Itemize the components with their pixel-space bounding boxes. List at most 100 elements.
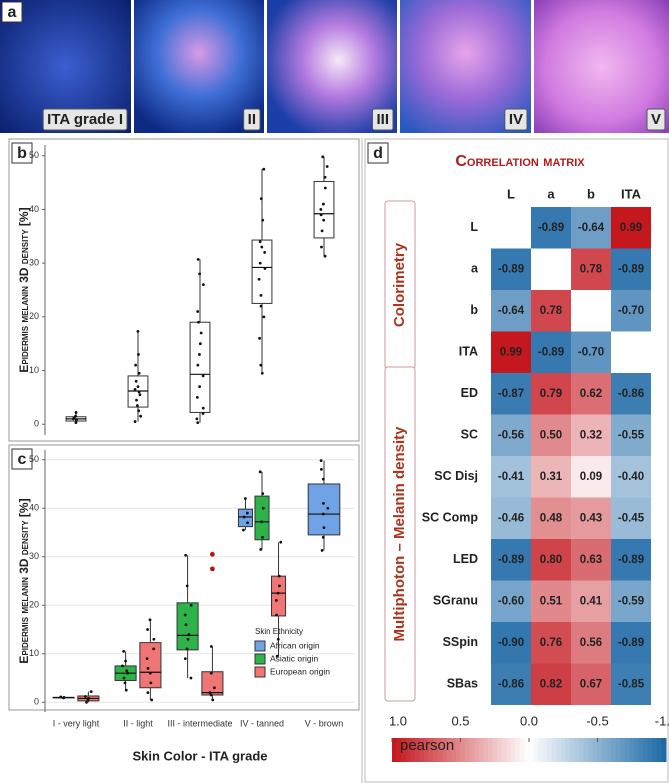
box (271, 575, 287, 617)
colorbar-step (519, 738, 525, 762)
heatmap-cell (531, 373, 571, 415)
heatmap-cell (611, 414, 651, 456)
cell-label: 0.51 (540, 595, 563, 607)
data-point (136, 385, 140, 389)
data-point (211, 698, 215, 702)
heatmap-cell (531, 290, 571, 332)
cell-label: -0.85 (618, 678, 645, 690)
panel-frame (8, 138, 360, 442)
data-point (263, 251, 267, 254)
data-point (201, 374, 205, 378)
heatmap-cell (531, 207, 571, 249)
data-point (195, 396, 199, 399)
data-point (196, 363, 200, 367)
heatmap-cell (531, 414, 571, 456)
colorbar-step (538, 738, 544, 762)
data-point (189, 603, 193, 607)
caption-box (504, 108, 528, 131)
data-point (148, 671, 152, 675)
y-tick-label: 30 (29, 258, 39, 268)
data-point (245, 511, 249, 515)
y-axis-title: Epidermis melanin 3D density [%] (17, 207, 31, 372)
chart-title: Correlation matrix (455, 153, 585, 170)
data-point (213, 686, 216, 690)
colorbar-tick-label: 0.0 (520, 713, 538, 728)
data-point (195, 417, 199, 421)
data-point (319, 459, 323, 463)
data-point (75, 418, 78, 422)
colorbar-step (492, 738, 498, 762)
heatmap-cell (611, 497, 651, 539)
caption-box (371, 108, 394, 131)
data-point (258, 336, 261, 340)
data-point (241, 528, 245, 532)
cell-label: 0.62 (580, 388, 602, 400)
image-strip (0, 0, 669, 133)
heatmap-cell (611, 373, 651, 415)
data-point (201, 283, 205, 287)
data-point (201, 412, 205, 415)
data-point (259, 293, 263, 297)
heatmap-cell (531, 331, 571, 373)
caption-box (646, 108, 666, 131)
cell-label: -0.59 (618, 595, 644, 607)
colorbar-step (506, 738, 512, 762)
data-point (279, 540, 283, 544)
data-point (261, 535, 264, 539)
box (139, 642, 162, 689)
data-point (189, 676, 193, 680)
data-point (74, 421, 78, 425)
data-point (208, 691, 212, 694)
heatmap-cell (491, 622, 531, 664)
colorbar-step (465, 738, 471, 762)
heatmap-cell (491, 580, 531, 622)
row-label: SC (461, 428, 478, 442)
colorbar-step (483, 738, 489, 762)
heatmap-cell (571, 622, 611, 664)
colorbar-tick-label: -1.0 (655, 713, 669, 728)
heatmap-cell (571, 414, 611, 456)
data-point (321, 512, 325, 516)
colorbar-step (442, 738, 448, 762)
colorbar-step (446, 738, 452, 762)
panel-label: c (18, 451, 27, 468)
data-point (261, 506, 265, 510)
data-point (320, 549, 324, 552)
data-point (322, 501, 325, 505)
heatmap-cell (571, 456, 611, 498)
panel-label: a (8, 4, 17, 21)
data-point (198, 385, 202, 389)
x-tick-label: III - intermediate (167, 718, 232, 728)
data-point (185, 647, 189, 651)
data-point (123, 681, 127, 685)
data-point (198, 353, 201, 356)
data-point (258, 470, 262, 474)
data-point (242, 515, 246, 519)
x-tick-label: V - brown (305, 718, 344, 728)
data-point (138, 393, 142, 397)
panel-label: d (373, 145, 383, 162)
heatmap-cell (491, 414, 531, 456)
image-caption: V (651, 111, 661, 128)
column-label: L (507, 186, 515, 201)
heatmap-cell (491, 290, 531, 332)
data-point (198, 342, 202, 346)
data-point (260, 520, 263, 524)
colorbar-step (401, 738, 407, 762)
data-point (325, 165, 329, 168)
x-tick-label: IV - tanned (240, 718, 284, 728)
data-point (209, 693, 213, 697)
data-point (322, 218, 326, 222)
heatmap-cell (531, 580, 571, 622)
data-point (183, 657, 187, 661)
image-caption: II (248, 111, 256, 128)
row-label: a (471, 262, 479, 276)
heatmap-cell (571, 331, 611, 373)
box (313, 181, 335, 239)
colorbar-step (478, 738, 484, 762)
outlier (210, 566, 215, 572)
data-point (135, 404, 139, 407)
colorbar-step (579, 738, 585, 762)
row-label: SSpin (443, 635, 478, 649)
colorbar-tick-label: 1.0 (389, 713, 407, 728)
